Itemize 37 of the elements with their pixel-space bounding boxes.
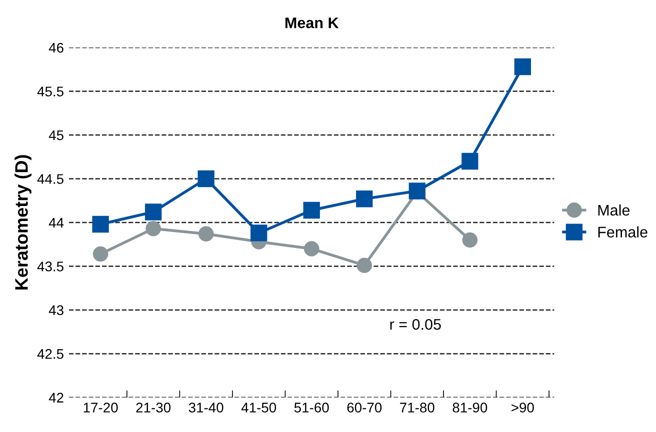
y-tick-label: 45 (48, 130, 64, 140)
legend-label: Female (598, 226, 648, 238)
point (462, 232, 478, 248)
point (146, 220, 161, 236)
point (462, 152, 478, 170)
chart-title: Mean K (285, 18, 339, 28)
point (198, 226, 214, 242)
point (304, 241, 320, 256)
point (303, 202, 320, 219)
x-tick-label: 21-30 (136, 402, 171, 413)
point (514, 58, 531, 76)
legend-label: Male (598, 204, 630, 216)
point (92, 216, 109, 233)
y-tick-label: 43 (48, 305, 64, 316)
y-tick-label: 46 (48, 42, 64, 53)
x-tick-label: 31-40 (188, 402, 224, 413)
y-tick-label: 44.5 (37, 174, 64, 184)
point (144, 204, 162, 220)
point (250, 224, 268, 242)
x-tick-label: 17-20 (84, 402, 118, 413)
y-tick-label: 43.5 (37, 262, 64, 272)
point (356, 190, 373, 208)
point (356, 258, 372, 273)
point (198, 170, 214, 188)
y-axis-title: Keratometry (D) (14, 155, 32, 290)
x-tick-label: 81-90 (452, 402, 488, 413)
y-tick-label: 42.5 (37, 349, 64, 359)
point (92, 246, 108, 262)
y-tick-label: 45.5 (37, 86, 64, 96)
annotation: r = 0.05 (390, 318, 441, 330)
x-tick-label: 51-60 (294, 402, 329, 413)
x-tick-label: 41-50 (241, 402, 276, 413)
x-tick-label: >90 (512, 402, 534, 413)
x-tick-label: 60-70 (347, 402, 382, 413)
x-tick-label: 71-80 (400, 402, 434, 413)
y-tick-label: 44 (48, 218, 64, 228)
y-tick-label: 42 (48, 392, 64, 402)
